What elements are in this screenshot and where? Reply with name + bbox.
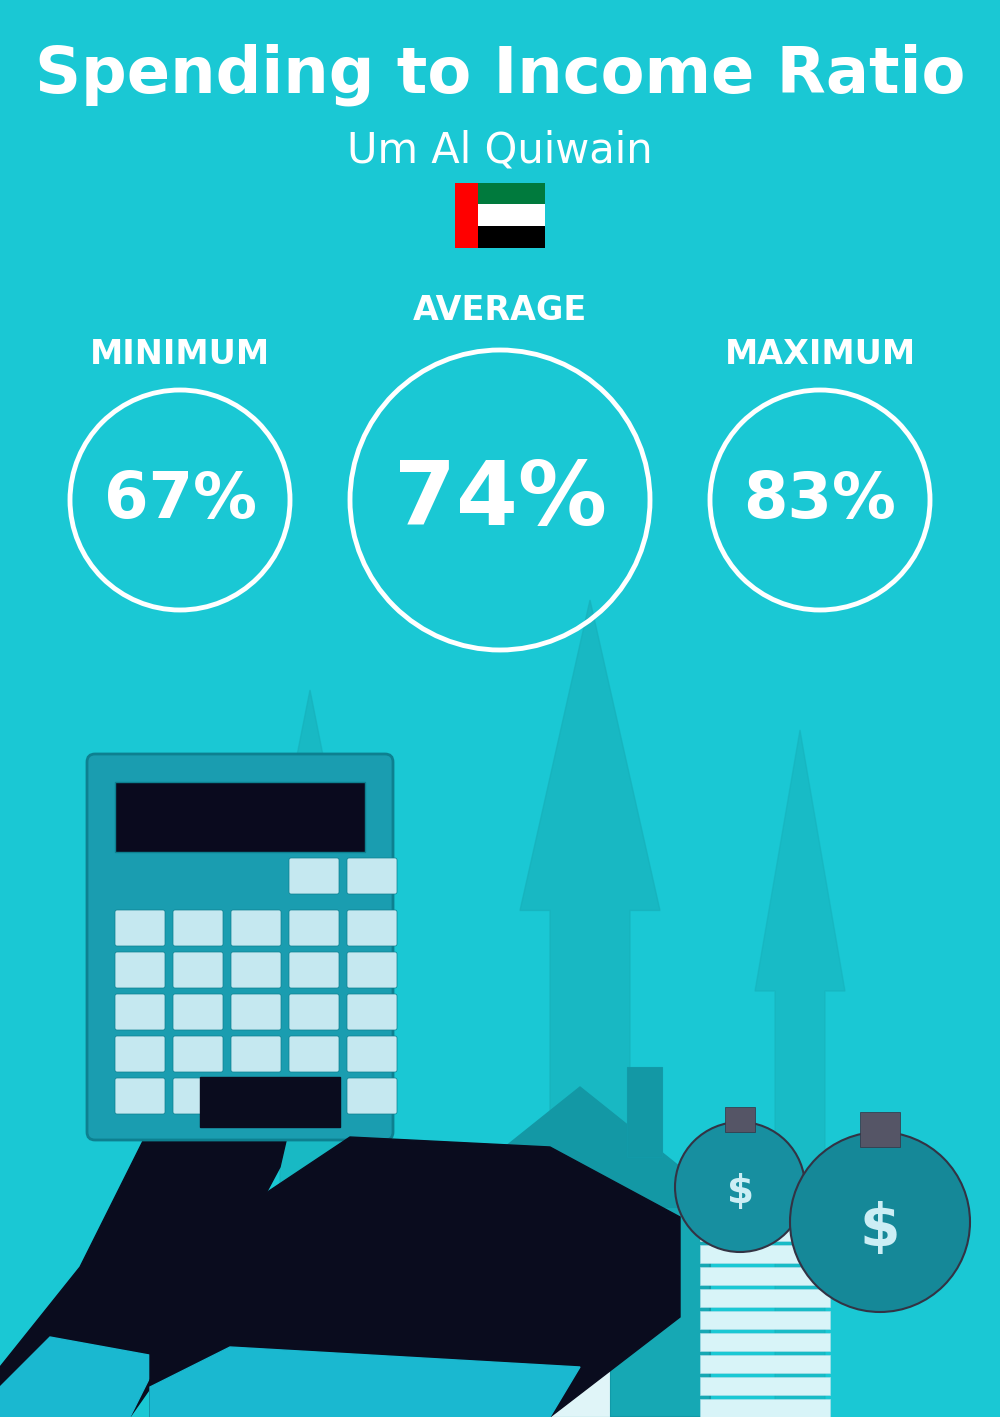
FancyBboxPatch shape [289, 910, 339, 947]
FancyBboxPatch shape [231, 910, 281, 947]
FancyBboxPatch shape [289, 859, 339, 894]
Text: 67%: 67% [104, 469, 256, 531]
FancyBboxPatch shape [115, 910, 165, 947]
Text: 74%: 74% [394, 456, 606, 544]
FancyBboxPatch shape [347, 859, 397, 894]
Polygon shape [430, 1087, 730, 1207]
Text: $: $ [726, 1173, 754, 1212]
Circle shape [790, 1132, 970, 1312]
Bar [450, 1207, 710, 1417]
FancyBboxPatch shape [347, 910, 397, 947]
FancyBboxPatch shape [115, 1078, 165, 1114]
Polygon shape [520, 599, 660, 1417]
Text: 83%: 83% [744, 469, 896, 531]
FancyBboxPatch shape [231, 993, 281, 1030]
FancyBboxPatch shape [173, 952, 223, 988]
Bar [700, 1399, 830, 1417]
Text: MINIMUM: MINIMUM [90, 339, 270, 371]
FancyBboxPatch shape [173, 910, 223, 947]
Bar [478, 183, 545, 204]
Bar [725, 1107, 755, 1132]
FancyBboxPatch shape [347, 1078, 397, 1114]
Polygon shape [0, 998, 310, 1417]
Bar [478, 204, 545, 225]
Bar [550, 1322, 610, 1417]
Bar [627, 1067, 662, 1158]
Bar [700, 1355, 830, 1373]
Polygon shape [255, 690, 365, 1417]
Bar [115, 782, 365, 852]
Polygon shape [200, 1077, 340, 1127]
FancyBboxPatch shape [231, 1036, 281, 1073]
FancyBboxPatch shape [347, 952, 397, 988]
FancyBboxPatch shape [87, 754, 393, 1141]
FancyBboxPatch shape [173, 993, 223, 1030]
FancyBboxPatch shape [347, 1036, 397, 1073]
Bar [700, 1377, 830, 1394]
Bar [700, 1311, 830, 1329]
Polygon shape [0, 1338, 160, 1417]
Bar [700, 1289, 830, 1306]
Text: AVERAGE: AVERAGE [413, 293, 587, 326]
Text: $: $ [860, 1202, 900, 1258]
Circle shape [675, 1122, 805, 1253]
FancyBboxPatch shape [289, 1036, 339, 1073]
FancyBboxPatch shape [231, 1078, 281, 1114]
Text: Spending to Income Ratio: Spending to Income Ratio [35, 44, 965, 106]
Bar [700, 1333, 830, 1350]
FancyBboxPatch shape [173, 1078, 223, 1114]
Polygon shape [150, 1348, 580, 1417]
Bar [860, 1112, 900, 1146]
FancyBboxPatch shape [115, 1036, 165, 1073]
Text: MAXIMUM: MAXIMUM [724, 339, 916, 371]
Bar [700, 1223, 830, 1241]
FancyBboxPatch shape [289, 993, 339, 1030]
Bar [700, 1267, 830, 1285]
Text: Um Al Quiwain: Um Al Quiwain [347, 129, 653, 171]
Bar [455, 183, 478, 248]
FancyBboxPatch shape [289, 952, 339, 988]
Bar [700, 1246, 830, 1263]
FancyBboxPatch shape [289, 1078, 339, 1114]
Polygon shape [755, 730, 845, 1417]
FancyBboxPatch shape [173, 1036, 223, 1073]
FancyBboxPatch shape [115, 993, 165, 1030]
Polygon shape [150, 1136, 680, 1417]
FancyBboxPatch shape [115, 952, 165, 988]
FancyBboxPatch shape [231, 952, 281, 988]
Bar [478, 225, 545, 248]
FancyBboxPatch shape [347, 993, 397, 1030]
